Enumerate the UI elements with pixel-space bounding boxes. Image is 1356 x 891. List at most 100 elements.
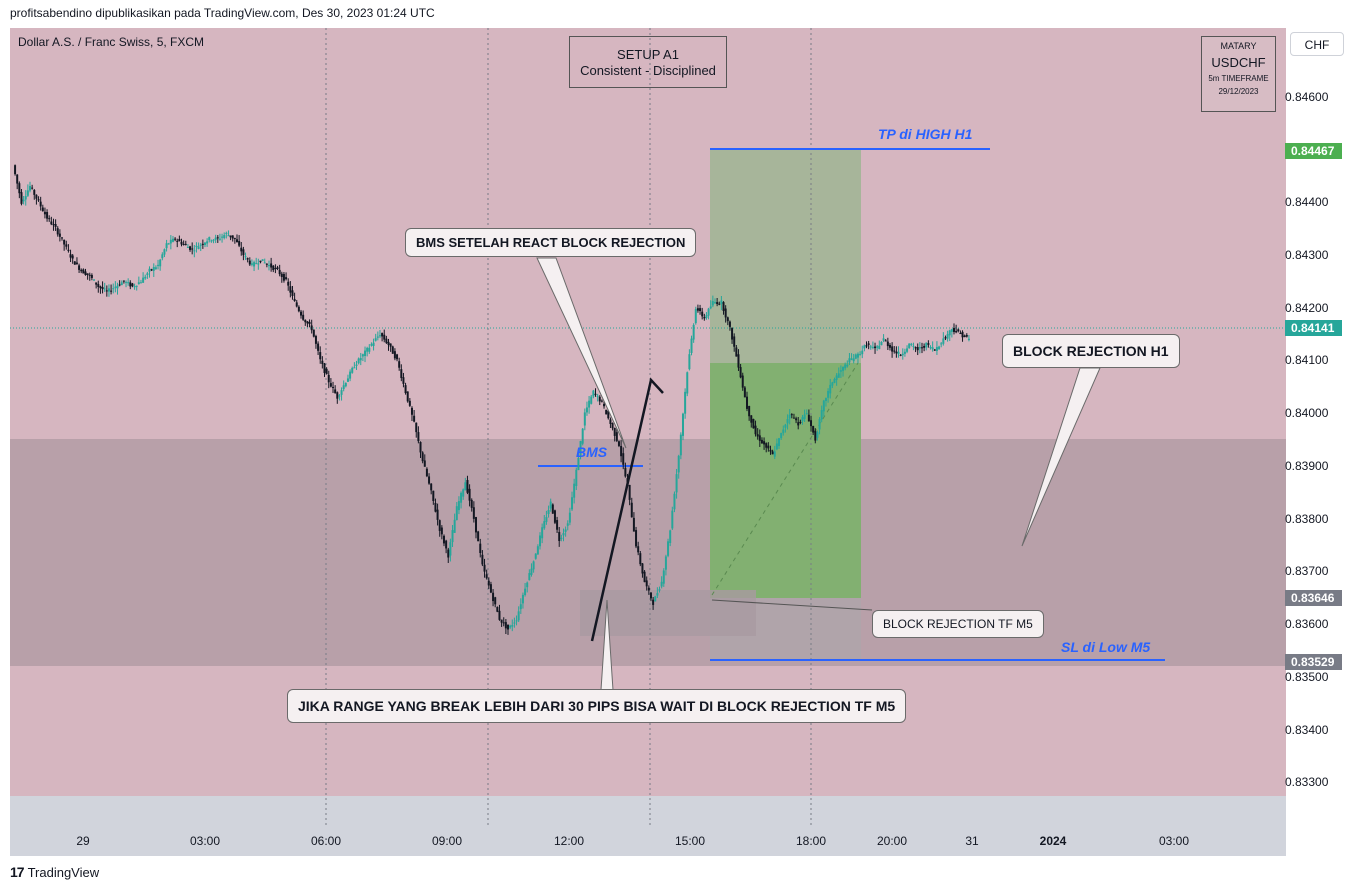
- candle-body: [33, 189, 36, 195]
- candle-body: [675, 474, 678, 493]
- candle-body: [876, 346, 879, 348]
- candle-body: [799, 421, 802, 423]
- candle-body: [955, 330, 958, 333]
- candle-body: [171, 238, 174, 242]
- candle-body: [741, 375, 744, 388]
- candle-body: [430, 483, 433, 491]
- candle-body: [792, 417, 795, 419]
- time-tick-label: 2024: [1039, 834, 1067, 848]
- candle-body: [788, 414, 791, 419]
- candle-body: [684, 391, 687, 414]
- candle-body: [541, 527, 544, 539]
- candle-body: [556, 520, 559, 530]
- candle-body: [455, 506, 458, 521]
- candle-body: [357, 358, 360, 364]
- candle-body: [338, 395, 341, 397]
- candle-body: [157, 264, 160, 266]
- candle-body: [965, 334, 968, 337]
- candle-body: [605, 409, 608, 415]
- candle-body: [406, 391, 409, 402]
- sl-price-tag: 0.83529: [1285, 654, 1342, 670]
- candle-body: [801, 417, 804, 422]
- candle-body: [848, 358, 851, 363]
- candle-body: [483, 564, 486, 572]
- candle-body: [398, 361, 401, 368]
- candle-body: [29, 186, 32, 191]
- candle-body: [199, 244, 202, 246]
- candle-body: [509, 625, 512, 628]
- candle-body: [253, 262, 256, 267]
- candle-body: [660, 581, 663, 587]
- candle-body: [763, 441, 766, 445]
- candle-body: [165, 243, 168, 249]
- candle-body: [534, 553, 537, 559]
- candle-body: [468, 488, 471, 501]
- candle-body: [174, 238, 177, 240]
- candle-body: [914, 347, 917, 349]
- candle-body: [135, 285, 138, 287]
- candle-body: [101, 287, 104, 290]
- candle-body: [50, 221, 53, 225]
- candle-body: [722, 302, 725, 311]
- candle-body: [609, 419, 612, 424]
- candle-body: [837, 373, 840, 378]
- candle-body: [464, 482, 467, 491]
- candle-body: [504, 622, 507, 629]
- candle-body: [611, 423, 614, 429]
- tradingview-logo-icon: 17: [10, 864, 25, 880]
- candle-body: [895, 351, 898, 354]
- candle-body: [603, 403, 606, 407]
- candle-body: [421, 452, 424, 462]
- candle-body: [906, 348, 909, 352]
- candle-body: [462, 489, 465, 497]
- bms-label: BMS: [576, 444, 608, 460]
- symbol-title[interactable]: Dollar A.S. / Franc Swiss, 5, FXCM: [18, 35, 205, 49]
- candle-body: [496, 607, 499, 612]
- candle-body: [240, 247, 243, 252]
- footer-brand-text: TradingView: [27, 864, 100, 880]
- time-tick-label: 06:00: [310, 834, 342, 848]
- candle-body: [577, 457, 580, 471]
- candle-body: [278, 269, 281, 275]
- block-h1-callout-pointer: [1021, 367, 1101, 547]
- currency-button[interactable]: CHF: [1290, 32, 1344, 56]
- candle-body: [167, 243, 170, 245]
- candle-body: [528, 573, 531, 581]
- candle-body: [381, 333, 384, 337]
- candle-body: [694, 309, 697, 324]
- watermark-date: 29/12/2023: [1218, 87, 1259, 96]
- candle-body: [372, 342, 375, 347]
- candle-body: [152, 267, 155, 271]
- candle-body: [705, 315, 708, 318]
- candle-body: [748, 405, 751, 417]
- candle-body: [547, 510, 550, 515]
- candle-body: [257, 263, 260, 265]
- candle-body: [782, 429, 785, 434]
- candle-body: [549, 501, 552, 509]
- candle-body: [598, 396, 601, 402]
- candle-body: [370, 344, 373, 346]
- candle-body: [850, 358, 853, 360]
- candle-body: [735, 347, 738, 357]
- candle-body: [867, 343, 870, 345]
- candle-body: [754, 425, 757, 435]
- footer-brand: 17 TradingView: [10, 864, 99, 880]
- tp-label: TP di HIGH H1: [878, 126, 973, 142]
- watermark-symbol: USDCHF: [1211, 55, 1266, 70]
- candle-body: [669, 530, 672, 543]
- candle-body: [918, 347, 921, 349]
- candle-body: [344, 382, 347, 387]
- candle-body: [389, 343, 392, 347]
- candle-body: [314, 335, 317, 344]
- candle-body: [780, 432, 783, 439]
- bms-callout-pointer: [536, 257, 627, 449]
- candle-body: [383, 334, 386, 340]
- candle-body: [233, 237, 236, 239]
- candle-body: [737, 354, 740, 368]
- candle-body: [470, 499, 473, 508]
- candle-body: [688, 354, 691, 370]
- candle-body: [445, 540, 448, 549]
- candle-body: [385, 338, 388, 343]
- candle-body: [769, 449, 772, 452]
